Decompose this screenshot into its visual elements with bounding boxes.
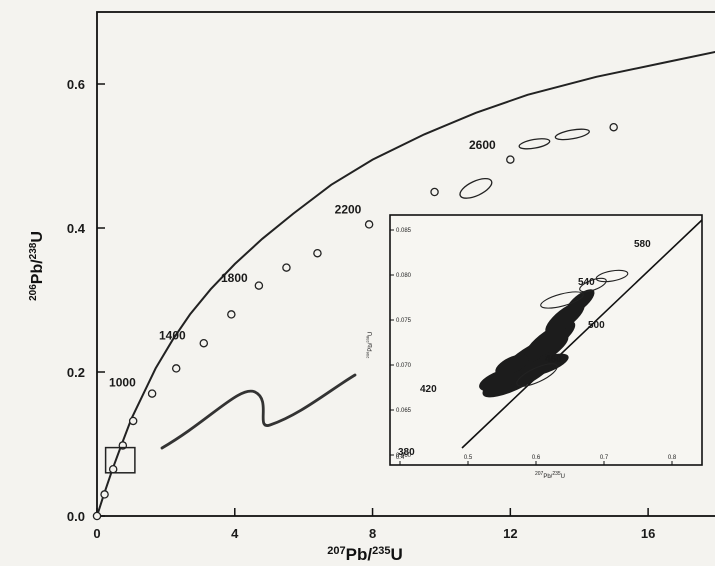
age-label: 1000 — [109, 375, 136, 389]
inset-x-axis: 0.4 0.5 0.6 0.7 0.8 — [396, 455, 677, 465]
age-marker — [282, 263, 291, 272]
inset-x-axis-title: 207Pb/235U — [535, 471, 565, 480]
age-marker — [128, 416, 138, 426]
inset-y-tick-label: 0.075 — [396, 318, 412, 324]
discordia-trend-line — [160, 373, 357, 450]
age-label: 2600 — [469, 138, 496, 152]
inset-x-tick-label: 0.4 — [396, 455, 405, 461]
inset-x-tick-label: 0.5 — [464, 455, 473, 461]
inset-age-label: 500 — [588, 320, 605, 331]
x-tick-label: 12 — [503, 526, 517, 541]
error-ellipse — [554, 128, 590, 141]
age-marker — [430, 187, 439, 197]
x-axis-title: 207Pb/235U — [327, 545, 402, 564]
y-tick-label: 0.0 — [67, 509, 85, 524]
age-marker — [108, 464, 118, 474]
inset-age-label: 460 — [545, 354, 562, 365]
inset-y-tick-label: 0.080 — [396, 273, 412, 279]
inset-y-tick-label: 0.085 — [396, 228, 412, 234]
inset-x-tick-label: 0.6 — [532, 455, 541, 461]
inset-age-label: 380 — [398, 447, 415, 458]
inset-age-label: 420 — [420, 384, 437, 395]
age-marker — [609, 122, 618, 132]
inset-y-tick-label: 0.065 — [396, 408, 412, 414]
inset-y-axis-title: 206Pb/238U — [365, 332, 374, 359]
inset-open-ellipses — [516, 269, 629, 387]
inset-age-label: 540 — [578, 277, 595, 288]
age-label: 2200 — [335, 203, 362, 217]
y-tick-label: 0.4 — [67, 221, 86, 236]
concordia-curve — [96, 50, 715, 517]
x-axis: 0 4 8 12 16 — [93, 508, 655, 541]
inset-x-tick-label: 0.8 — [668, 455, 677, 461]
y-axis-title: 206Pb/238U — [28, 231, 46, 301]
concordia-age-labels: 1000 1400 1800 2200 2600 — [109, 138, 496, 390]
x-tick-label: 4 — [231, 526, 239, 541]
inset-x-tick-label: 0.7 — [600, 455, 609, 461]
y-tick-label: 0.2 — [67, 365, 85, 380]
x-tick-label: 0 — [93, 526, 100, 541]
error-ellipses — [459, 128, 590, 199]
age-marker — [227, 310, 236, 319]
inset-zoom-plot: 0.060 0.065 0.070 0.075 0.080 0.085 0.4 0.5 0.6… — [365, 214, 703, 480]
error-ellipse — [518, 138, 551, 150]
age-label: 1400 — [159, 329, 186, 343]
age-marker — [254, 281, 264, 290]
age-marker — [364, 220, 374, 229]
age-marker — [100, 490, 109, 499]
age-marker — [313, 248, 322, 258]
y-tick-label: 0.6 — [67, 77, 85, 92]
concordia-age-markers — [92, 122, 618, 521]
inset-data-cluster — [479, 289, 595, 398]
inset-age-label: 580 — [634, 239, 651, 250]
age-label: 1800 — [221, 271, 248, 285]
age-marker — [171, 364, 181, 373]
x-tick-label: 8 — [369, 526, 376, 541]
age-marker — [92, 511, 102, 521]
error-ellipse — [459, 177, 493, 199]
inset-y-axis: 0.060 0.065 0.070 0.075 0.080 0.085 — [390, 228, 412, 459]
inset-location-box — [104, 446, 136, 474]
inset-age-labels: 380 420 460 500 540 580 — [398, 239, 651, 458]
age-marker — [147, 389, 157, 398]
inset-y-tick-label: 0.060 — [396, 453, 412, 459]
plot-frame — [96, 11, 715, 517]
age-marker — [199, 338, 209, 348]
inset-concordia-line — [461, 219, 703, 449]
inset-y-tick-label: 0.070 — [396, 363, 412, 369]
y-axis: 0.0 0.2 0.4 0.6 — [67, 77, 105, 524]
x-tick-label: 16 — [641, 526, 655, 541]
age-marker — [506, 155, 515, 164]
